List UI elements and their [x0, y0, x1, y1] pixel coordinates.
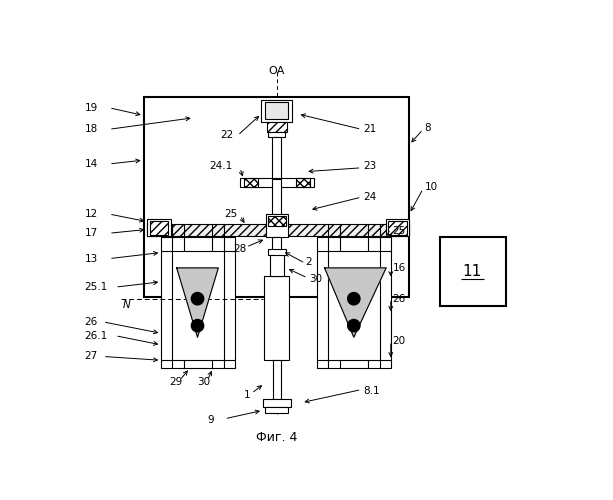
Bar: [266, 214, 287, 237]
Bar: [261, 100, 292, 122]
Text: 29: 29: [169, 377, 182, 387]
Bar: [265, 406, 288, 412]
Bar: [265, 102, 288, 120]
Polygon shape: [324, 268, 386, 337]
Text: 26: 26: [85, 317, 97, 327]
Text: 10: 10: [425, 182, 438, 192]
Text: 21: 21: [363, 124, 376, 134]
Bar: [272, 237, 281, 252]
Text: 24.1: 24.1: [209, 162, 232, 172]
Bar: [268, 216, 286, 226]
Polygon shape: [177, 268, 218, 337]
Bar: [148, 220, 170, 236]
Bar: [389, 221, 407, 235]
Circle shape: [348, 320, 360, 332]
Text: 16: 16: [392, 263, 406, 273]
Bar: [386, 220, 409, 236]
Text: 25.1: 25.1: [85, 282, 107, 292]
Text: 23: 23: [363, 162, 376, 172]
Text: 30: 30: [309, 274, 322, 284]
Text: 1: 1: [244, 390, 250, 400]
Circle shape: [191, 320, 204, 332]
Text: 26: 26: [392, 294, 406, 304]
Text: 18: 18: [85, 124, 97, 134]
Bar: [240, 178, 314, 187]
Bar: [264, 276, 289, 360]
Text: 13: 13: [85, 254, 97, 264]
Bar: [317, 237, 390, 368]
Bar: [244, 178, 257, 187]
Text: 11: 11: [463, 264, 482, 279]
Text: 9: 9: [208, 416, 214, 426]
Text: 28: 28: [234, 244, 247, 254]
Bar: [272, 180, 281, 226]
Bar: [148, 224, 409, 236]
Bar: [272, 137, 281, 180]
Text: 20: 20: [392, 336, 405, 346]
Text: 27: 27: [85, 352, 97, 362]
Text: ОА: ОА: [268, 66, 285, 76]
Bar: [270, 252, 284, 276]
Bar: [150, 221, 168, 235]
Bar: [263, 399, 291, 406]
Text: 25: 25: [224, 209, 238, 219]
Text: 22: 22: [221, 130, 234, 140]
Text: N: N: [123, 300, 131, 310]
Text: Фиг. 4: Фиг. 4: [256, 431, 297, 444]
Text: 8.1: 8.1: [363, 386, 379, 396]
Text: 17: 17: [85, 228, 97, 238]
Bar: [161, 237, 235, 368]
Text: 19: 19: [85, 102, 97, 113]
Text: 12: 12: [85, 209, 97, 219]
Text: 25: 25: [392, 226, 406, 236]
Text: 8: 8: [425, 123, 432, 133]
Text: 2: 2: [305, 256, 312, 266]
Bar: [268, 132, 285, 137]
Text: 24: 24: [363, 192, 376, 202]
Text: 30: 30: [197, 377, 211, 387]
Text: 14: 14: [85, 159, 97, 169]
Bar: [273, 360, 281, 399]
Bar: [296, 178, 310, 187]
Bar: [268, 248, 286, 255]
Bar: [267, 122, 287, 132]
Circle shape: [191, 292, 204, 305]
Text: 26.1: 26.1: [85, 330, 107, 340]
Bar: [143, 97, 409, 297]
Circle shape: [348, 292, 360, 305]
Bar: [440, 237, 506, 306]
